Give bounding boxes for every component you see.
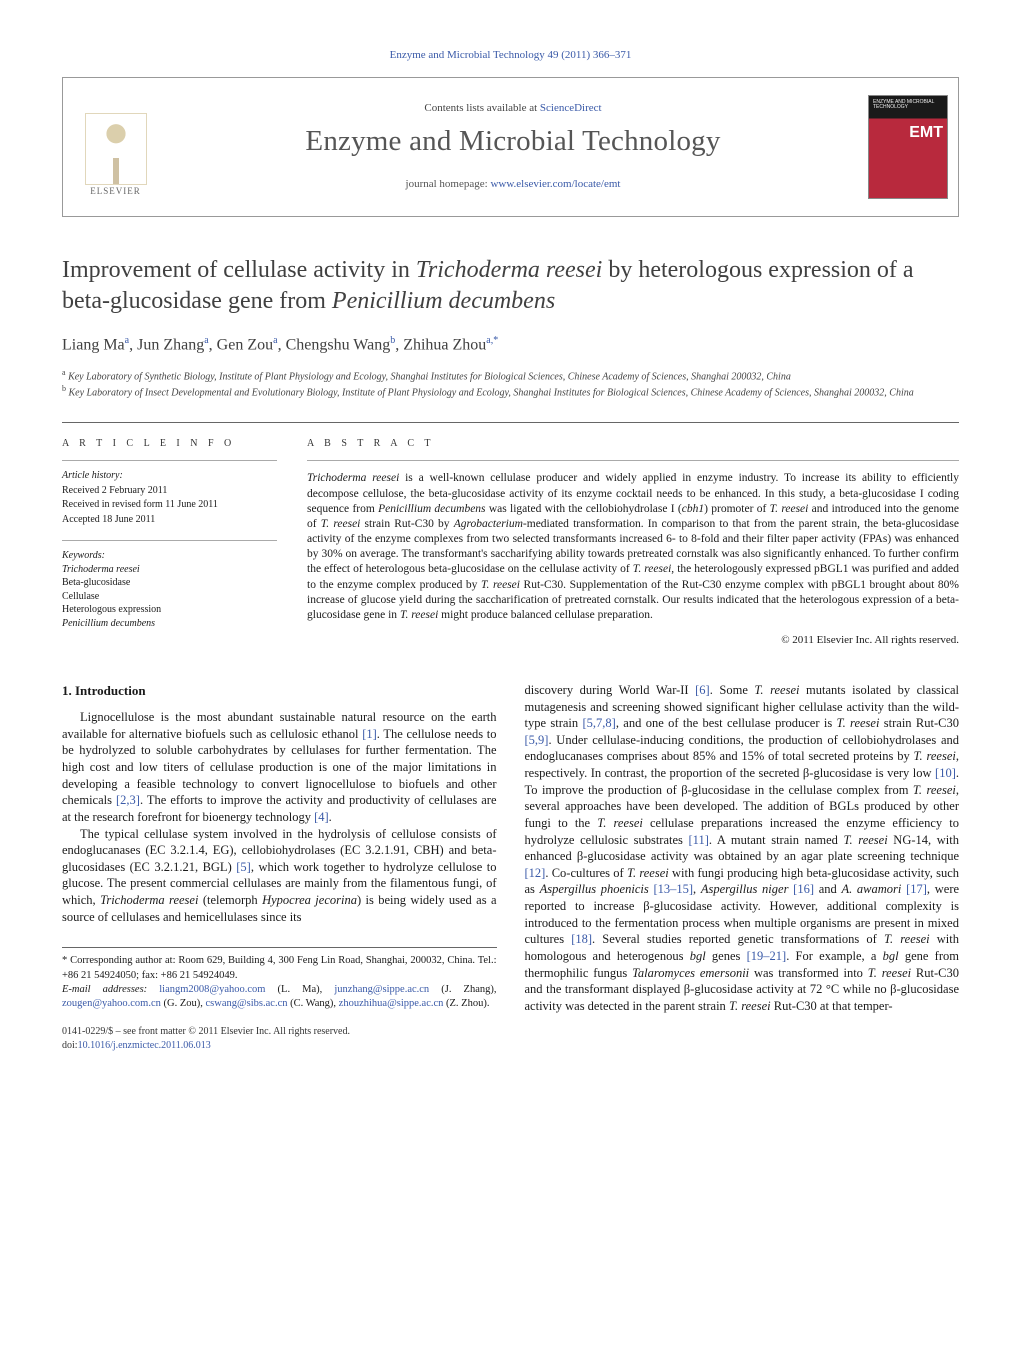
corresponding-author-note: * Corresponding author at: Room 629, Bui… bbox=[62, 954, 497, 982]
history-accepted: Accepted 18 June 2011 bbox=[62, 513, 277, 527]
cover-top-text: ENZYME AND MICROBIAL TECHNOLOGY bbox=[873, 100, 943, 111]
article-info-heading: a r t i c l e i n f o bbox=[62, 437, 277, 451]
abstract-text: Trichoderma reesei is a well-known cellu… bbox=[307, 460, 959, 623]
elsevier-logo: ELSEVIER bbox=[75, 97, 157, 197]
front-matter-meta: 0141-0229/$ – see front matter © 2011 El… bbox=[62, 1025, 497, 1052]
journal-header: ELSEVIER Contents lists available at Sci… bbox=[62, 77, 959, 217]
body-columns: 1. Introduction Lignocellulose is the mo… bbox=[62, 682, 959, 1052]
cover-thumb-cell: ENZYME AND MICROBIAL TECHNOLOGY EMT bbox=[858, 78, 958, 216]
journal-name: Enzyme and Microbial Technology bbox=[305, 122, 720, 161]
affiliation-a-text: Key Laboratory of Synthetic Biology, Ins… bbox=[68, 372, 791, 383]
section-1-heading: 1. Introduction bbox=[62, 682, 497, 699]
body-column-right: discovery during World War-II [6]. Some … bbox=[525, 682, 960, 1052]
keyword-item: Heterologous expression bbox=[62, 603, 277, 617]
footnotes: * Corresponding author at: Room 629, Bui… bbox=[62, 947, 497, 1011]
contents-prefix: Contents lists available at bbox=[424, 102, 539, 114]
keyword-item: Beta-glucosidase bbox=[62, 576, 277, 590]
homepage-line: journal homepage: www.elsevier.com/locat… bbox=[406, 177, 621, 192]
title-part-1: Improvement of cellulase activity in bbox=[62, 257, 416, 283]
emails-label: E-mail addresses: bbox=[62, 984, 159, 995]
affiliations: a Key Laboratory of Synthetic Biology, I… bbox=[62, 368, 959, 400]
intro-para-3: discovery during World War-II [6]. Some … bbox=[525, 682, 960, 1015]
page-root: Enzyme and Microbial Technology 49 (2011… bbox=[0, 0, 1021, 1092]
affiliation-b: b Key Laboratory of Insect Developmental… bbox=[62, 384, 959, 400]
cover-abbrev: EMT bbox=[909, 122, 943, 144]
keywords-list: Trichoderma reeseiBeta-glucosidaseCellul… bbox=[62, 563, 277, 631]
doi-link[interactable]: 10.1016/j.enzmictec.2011.06.013 bbox=[78, 1040, 211, 1051]
abstract-heading: a b s t r a c t bbox=[307, 437, 959, 451]
doi-label: doi: bbox=[62, 1040, 78, 1051]
article-title: Improvement of cellulase activity in Tri… bbox=[62, 255, 959, 316]
publisher-logo-cell: ELSEVIER bbox=[63, 78, 168, 216]
history-received: Received 2 February 2011 bbox=[62, 484, 277, 498]
front-matter-line: 0141-0229/$ – see front matter © 2011 El… bbox=[62, 1025, 497, 1039]
intro-para-2: The typical cellulase system involved in… bbox=[62, 826, 497, 926]
affiliation-b-text: Key Laboratory of Insect Developmental a… bbox=[69, 387, 914, 398]
body-column-left: 1. Introduction Lignocellulose is the mo… bbox=[62, 682, 497, 1052]
history-revised: Received in revised form 11 June 2011 bbox=[62, 498, 277, 512]
keywords-block: Keywords: Trichoderma reeseiBeta-glucosi… bbox=[62, 540, 277, 630]
article-info-column: a r t i c l e i n f o Article history: R… bbox=[62, 423, 277, 648]
elsevier-tree-icon bbox=[85, 113, 147, 185]
header-center: Contents lists available at ScienceDirec… bbox=[168, 78, 858, 216]
homepage-link[interactable]: www.elsevier.com/locate/emt bbox=[490, 178, 620, 190]
sciencedirect-link[interactable]: ScienceDirect bbox=[540, 102, 602, 114]
citation-line: Enzyme and Microbial Technology 49 (2011… bbox=[62, 48, 959, 63]
email-link[interactable]: cswang@sibs.ac.cn bbox=[206, 998, 288, 1009]
article-history-block: Article history: Received 2 February 201… bbox=[62, 460, 277, 526]
email-link[interactable]: liangm2008@yahoo.com bbox=[159, 984, 265, 995]
keyword-item: Trichoderma reesei bbox=[62, 563, 277, 577]
title-italic-2: Penicillium decumbens bbox=[332, 288, 555, 314]
intro-para-1: Lignocellulose is the most abundant sust… bbox=[62, 709, 497, 825]
affiliation-a: a Key Laboratory of Synthetic Biology, I… bbox=[62, 368, 959, 384]
abstract-column: a b s t r a c t Trichoderma reesei is a … bbox=[307, 423, 959, 648]
email-link[interactable]: zougen@yahoo.com.cn bbox=[62, 998, 161, 1009]
email-addresses-note: E-mail addresses: liangm2008@yahoo.com (… bbox=[62, 983, 497, 1011]
history-label: Article history: bbox=[62, 469, 277, 483]
abstract-copyright: © 2011 Elsevier Inc. All rights reserved… bbox=[307, 633, 959, 648]
keyword-item: Cellulase bbox=[62, 590, 277, 604]
publisher-name: ELSEVIER bbox=[90, 185, 141, 197]
keywords-label: Keywords: bbox=[62, 549, 277, 563]
contents-available-line: Contents lists available at ScienceDirec… bbox=[424, 101, 601, 116]
title-italic-1: Trichoderma reesei bbox=[416, 257, 602, 283]
author-list: Liang Maa, Jun Zhanga, Gen Zoua, Chengsh… bbox=[62, 334, 959, 356]
keyword-item: Penicillium decumbens bbox=[62, 617, 277, 631]
email-link[interactable]: zhouzhihua@sippe.ac.cn bbox=[339, 998, 444, 1009]
info-abstract-row: a r t i c l e i n f o Article history: R… bbox=[62, 422, 959, 648]
homepage-prefix: journal homepage: bbox=[406, 178, 491, 190]
doi-line: doi:10.1016/j.enzmictec.2011.06.013 bbox=[62, 1039, 497, 1053]
journal-cover-thumb: ENZYME AND MICROBIAL TECHNOLOGY EMT bbox=[868, 95, 948, 199]
email-link[interactable]: junzhang@sippe.ac.cn bbox=[334, 984, 429, 995]
